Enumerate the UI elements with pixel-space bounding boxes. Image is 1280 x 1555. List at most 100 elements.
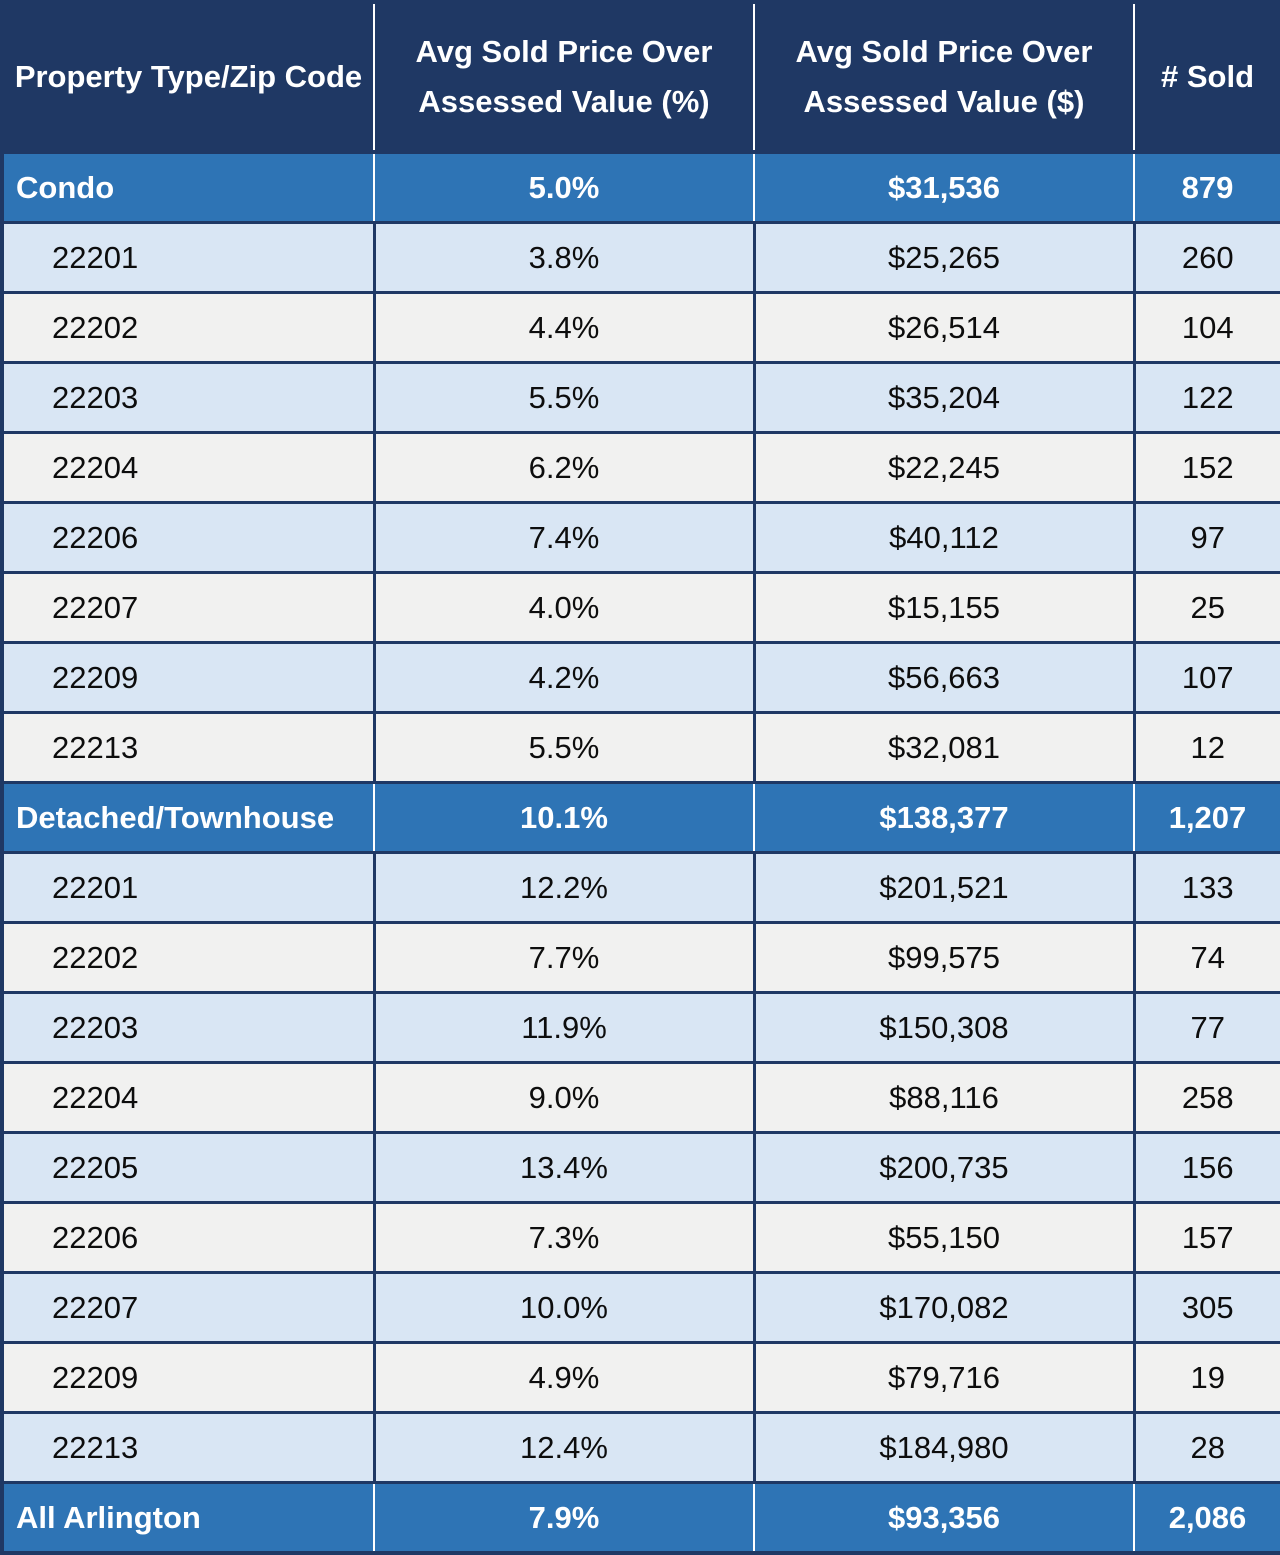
cell-amount: $200,735 [752,1131,1136,1204]
cell-zip: 22209 [0,1341,376,1414]
cell-pct: 5.5% [372,361,756,434]
cell-pct: 7.3% [372,1201,756,1274]
cell-pct: 6.2% [372,431,756,504]
cell-pct: 4.9% [372,1341,756,1414]
cell-amount: $184,980 [752,1411,1136,1484]
col-header-dollars-over-assessed: Avg Sold Price Over Assessed Value ($) [753,0,1135,154]
cell-amount: $99,575 [752,921,1136,994]
cell-sold: 25 [1132,571,1280,644]
cell-zip: 22213 [0,711,376,784]
cell-amount: $138,377 [753,781,1135,854]
cell-sold: 77 [1132,991,1280,1064]
cell-pct: 4.0% [372,571,756,644]
table-row: 22207 4.0% $15,155 25 [0,571,1280,644]
table-row: 22201 12.2% $201,521 133 [0,851,1280,924]
col-header-pct-over-assessed: Avg Sold Price Over Assessed Value (%) [373,0,755,154]
cell-sold: 879 [1133,150,1280,224]
cell-pct: 5.5% [372,711,756,784]
cell-zip: 22206 [0,1201,376,1274]
table-row: 22205 13.4% $200,735 156 [0,1131,1280,1204]
cell-amount: $22,245 [752,431,1136,504]
cell-zip: 22204 [0,1061,376,1134]
cell-pct: 4.2% [372,641,756,714]
cell-amount: $56,663 [752,641,1136,714]
cell-zip: 22207 [0,571,376,644]
cell-amount: $55,150 [752,1201,1136,1274]
table-row: 22213 12.4% $184,980 28 [0,1411,1280,1484]
cell-group-label: Detached/Townhouse [1,781,375,854]
section-row-condo: Condo 5.0% $31,536 879 [1,150,1280,224]
cell-pct: 12.2% [372,851,756,924]
section-row-all-arlington: All Arlington 7.9% $93,356 2,086 [1,1481,1280,1555]
cell-amount: $201,521 [752,851,1136,924]
cell-sold: 19 [1132,1341,1280,1414]
cell-sold: 1,207 [1133,781,1280,854]
cell-group-label: Condo [1,150,375,224]
cell-pct: 7.9% [373,1481,755,1555]
cell-pct: 13.4% [372,1131,756,1204]
cell-sold: 260 [1132,221,1280,294]
table-row: 22202 4.4% $26,514 104 [0,291,1280,364]
cell-zip: 22206 [0,501,376,574]
table-row: 22209 4.9% $79,716 19 [0,1341,1280,1414]
cell-zip: 22209 [0,641,376,714]
cell-sold: 258 [1132,1061,1280,1134]
cell-zip: 22201 [0,851,376,924]
table-row: 22213 5.5% $32,081 12 [0,711,1280,784]
cell-sold: 104 [1132,291,1280,364]
cell-amount: $15,155 [752,571,1136,644]
cell-amount: $35,204 [752,361,1136,434]
cell-sold: 12 [1132,711,1280,784]
cell-sold: 305 [1132,1271,1280,1344]
table-row: 22202 7.7% $99,575 74 [0,921,1280,994]
cell-sold: 122 [1132,361,1280,434]
table-row: 22204 9.0% $88,116 258 [0,1061,1280,1134]
table-row: 22207 10.0% $170,082 305 [0,1271,1280,1344]
cell-sold: 107 [1132,641,1280,714]
cell-zip: 22207 [0,1271,376,1344]
cell-sold: 157 [1132,1201,1280,1274]
cell-zip: 22202 [0,921,376,994]
table-row: 22206 7.3% $55,150 157 [0,1201,1280,1274]
cell-sold: 74 [1132,921,1280,994]
cell-amount: $32,081 [752,711,1136,784]
cell-pct: 12.4% [372,1411,756,1484]
table-row: 22203 11.9% $150,308 77 [0,991,1280,1064]
cell-pct: 9.0% [372,1061,756,1134]
cell-sold: 133 [1132,851,1280,924]
cell-zip: 22203 [0,991,376,1064]
cell-group-label: All Arlington [1,1481,375,1555]
cell-zip: 22205 [0,1131,376,1204]
cell-zip: 22204 [0,431,376,504]
cell-pct: 5.0% [373,150,755,224]
cell-amount: $26,514 [752,291,1136,364]
table-row: 22203 5.5% $35,204 122 [0,361,1280,434]
cell-pct: 3.8% [372,221,756,294]
cell-zip: 22202 [0,291,376,364]
cell-sold: 97 [1132,501,1280,574]
cell-pct: 4.4% [372,291,756,364]
cell-amount: $31,536 [753,150,1135,224]
cell-amount: $150,308 [752,991,1136,1064]
cell-amount: $88,116 [752,1061,1136,1134]
cell-sold: 152 [1132,431,1280,504]
cell-amount: $93,356 [753,1481,1135,1555]
section-row-detached-townhouse: Detached/Townhouse 10.1% $138,377 1,207 [1,781,1280,854]
table-row: 22206 7.4% $40,112 97 [0,501,1280,574]
cell-sold: 2,086 [1133,1481,1280,1555]
cell-pct: 11.9% [372,991,756,1064]
col-header-num-sold: # Sold [1133,0,1280,154]
cell-amount: $79,716 [752,1341,1136,1414]
header-row: Property Type/Zip Code Avg Sold Price Ov… [1,0,1280,154]
cell-zip: 22213 [0,1411,376,1484]
table-row: 22209 4.2% $56,663 107 [0,641,1280,714]
cell-sold: 28 [1132,1411,1280,1484]
col-header-property-type: Property Type/Zip Code [1,0,375,154]
cell-pct: 7.4% [372,501,756,574]
table-row: 22201 3.8% $25,265 260 [0,221,1280,294]
cell-pct: 10.1% [373,781,755,854]
cell-pct: 10.0% [372,1271,756,1344]
cell-amount: $170,082 [752,1271,1136,1344]
cell-amount: $40,112 [752,501,1136,574]
